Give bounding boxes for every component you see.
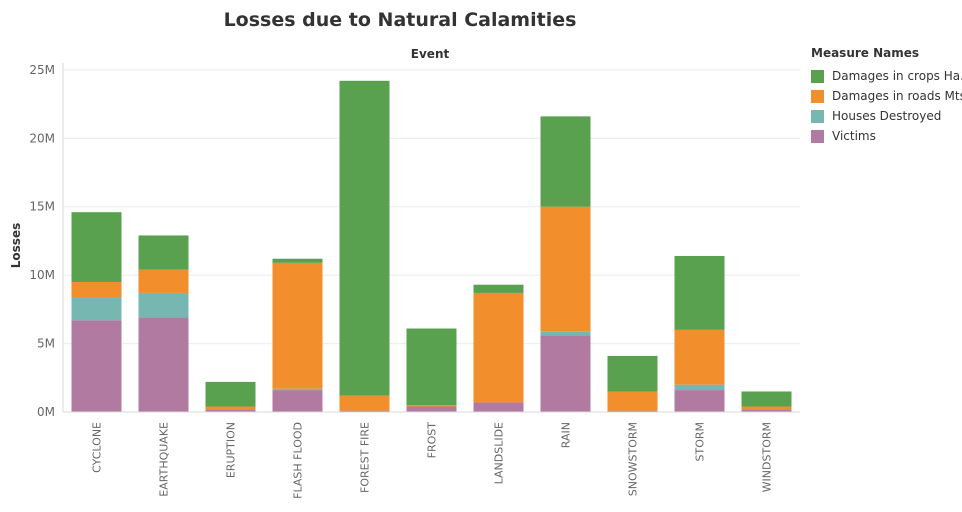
legend-swatch bbox=[811, 89, 824, 103]
axes: 0M 5M 10M 15M 20M 25M Losses CYCLONE EARTHQUAKE E… bbox=[9, 63, 800, 499]
bar-segment bbox=[339, 395, 390, 411]
x-tick-label: LANDSLIDE bbox=[493, 422, 506, 484]
bar-segment bbox=[138, 292, 189, 318]
bar-segment bbox=[71, 297, 122, 321]
legend-swatch bbox=[811, 129, 824, 143]
x-tick-label: EARTHQUAKE bbox=[158, 422, 171, 497]
bar-segment bbox=[406, 405, 457, 407]
y-tick-label: 0M bbox=[37, 405, 55, 419]
legend-item[interactable]: Victims bbox=[811, 126, 962, 146]
legend-label: Damages in roads Mts bbox=[832, 89, 962, 103]
x-tick-label: STORM bbox=[694, 422, 707, 462]
bar-segment bbox=[71, 212, 122, 282]
bar-segment bbox=[674, 390, 725, 412]
y-tick-label: 10M bbox=[29, 268, 55, 282]
bar-segment bbox=[406, 328, 457, 406]
legend-title: Measure Names bbox=[811, 46, 920, 60]
y-tick-label: 5M bbox=[37, 337, 55, 351]
bar-segment bbox=[674, 329, 725, 385]
y-tick-label: 20M bbox=[29, 131, 55, 145]
bar-segment bbox=[272, 258, 323, 263]
legend-item[interactable]: Damages in roads Mts bbox=[811, 86, 962, 106]
bar-segment bbox=[674, 255, 725, 330]
legend-label: Damages in crops Ha. bbox=[832, 69, 962, 83]
bar-segment bbox=[272, 390, 323, 412]
y-axis-title: Losses bbox=[9, 223, 23, 268]
bar-segment bbox=[473, 292, 524, 403]
bar-segment bbox=[71, 320, 122, 412]
column-header: Event bbox=[410, 47, 450, 61]
x-tick-label: RAIN bbox=[560, 422, 573, 448]
bar-segment bbox=[272, 262, 323, 389]
bar-segment bbox=[138, 235, 189, 270]
x-tick-label: WINDSTORM bbox=[761, 422, 774, 492]
bar-segment bbox=[540, 206, 591, 332]
x-tick-label: SNOWSTORM bbox=[627, 422, 640, 496]
legend-label: Houses Destroyed bbox=[832, 109, 942, 123]
x-tick-label: FOREST FIRE bbox=[359, 422, 372, 493]
bar-segment bbox=[540, 116, 591, 207]
y-tick-label: 15M bbox=[29, 200, 55, 214]
bar-segment bbox=[607, 391, 658, 411]
legend-item[interactable]: Damages in crops Ha. bbox=[811, 66, 962, 86]
bar-segment bbox=[741, 391, 792, 407]
bar-segment bbox=[339, 410, 390, 412]
bars bbox=[71, 80, 792, 412]
bar-segment bbox=[138, 269, 189, 293]
bar-segment bbox=[406, 406, 457, 412]
legend-item[interactable]: Houses Destroyed bbox=[811, 106, 962, 126]
x-tick-label: FLASH FLOOD bbox=[292, 422, 305, 499]
bar-segment bbox=[138, 317, 189, 412]
bar-segment bbox=[473, 284, 524, 293]
legend: Measure Names Damages in crops Ha. Damage… bbox=[811, 46, 962, 146]
x-tick-label: CYCLONE bbox=[91, 422, 104, 473]
legend-swatch bbox=[811, 109, 824, 123]
bar-segment bbox=[674, 384, 725, 391]
legend-swatch bbox=[811, 69, 824, 83]
bar-segment bbox=[607, 355, 658, 392]
bar-segment bbox=[540, 331, 591, 336]
bar-segment bbox=[741, 406, 792, 410]
bar-segment bbox=[741, 409, 792, 412]
bar-segment bbox=[205, 406, 256, 410]
x-tick-label: ERUPTION bbox=[225, 422, 238, 478]
legend-label: Victims bbox=[832, 129, 876, 143]
bar-segment bbox=[473, 402, 524, 412]
bar-segment bbox=[540, 335, 591, 412]
bar-segment bbox=[205, 409, 256, 412]
bar-segment bbox=[205, 381, 256, 407]
chart-title: Losses due to Natural Calamities bbox=[223, 9, 577, 31]
bar-segment bbox=[71, 281, 122, 298]
bar-segment bbox=[607, 410, 658, 412]
bar-segment bbox=[272, 388, 323, 391]
bar-segment bbox=[339, 80, 390, 396]
y-tick-label: 25M bbox=[29, 63, 55, 77]
x-tick-label: FROST bbox=[426, 422, 439, 459]
